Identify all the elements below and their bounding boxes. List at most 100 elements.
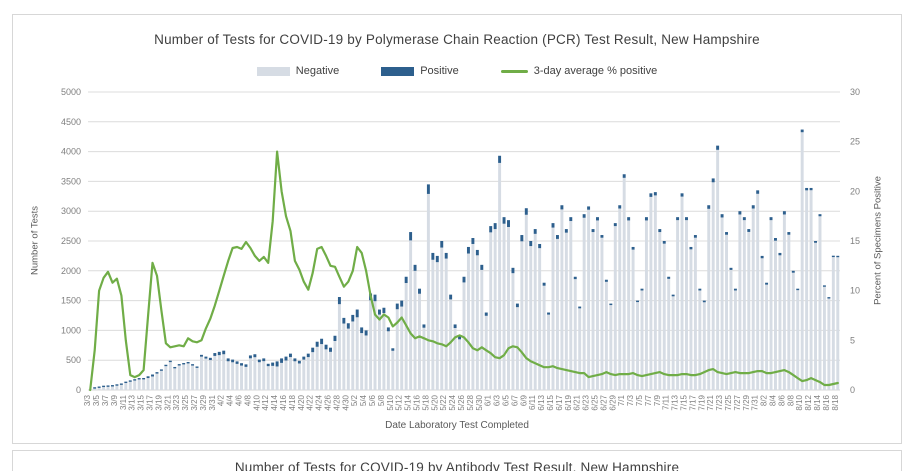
svg-text:3/27: 3/27 <box>190 394 199 410</box>
svg-text:7/17: 7/17 <box>688 394 697 410</box>
svg-text:4/4: 4/4 <box>226 394 235 406</box>
svg-text:7/21: 7/21 <box>706 394 715 410</box>
svg-text:6/17: 6/17 <box>555 394 564 410</box>
svg-text:20: 20 <box>850 186 860 196</box>
bars-positive <box>93 129 840 389</box>
svg-text:5/22: 5/22 <box>439 394 448 410</box>
svg-text:4/28: 4/28 <box>332 394 341 410</box>
svg-text:3/15: 3/15 <box>137 394 146 410</box>
svg-text:3000: 3000 <box>61 206 81 216</box>
svg-text:7/1: 7/1 <box>617 394 626 406</box>
svg-text:5/10: 5/10 <box>386 394 395 410</box>
svg-text:8/10: 8/10 <box>795 394 804 410</box>
svg-text:8/4: 8/4 <box>769 394 778 406</box>
svg-text:8/12: 8/12 <box>804 394 813 410</box>
svg-text:2000: 2000 <box>61 266 81 276</box>
svg-text:7/5: 7/5 <box>635 394 644 406</box>
svg-text:4/18: 4/18 <box>288 394 297 410</box>
svg-text:8/6: 8/6 <box>777 394 786 406</box>
svg-text:7/25: 7/25 <box>724 394 733 410</box>
svg-text:5: 5 <box>850 335 855 345</box>
svg-text:4/20: 4/20 <box>297 394 306 410</box>
svg-text:6/15: 6/15 <box>546 394 555 410</box>
svg-text:3/19: 3/19 <box>154 394 163 410</box>
y-left-tick-labels: 0 500 1000 1500 2000 2500 3000 3500 4000 4500 5000 <box>61 87 81 395</box>
svg-text:6/27: 6/27 <box>599 394 608 410</box>
svg-text:7/23: 7/23 <box>715 394 724 410</box>
svg-text:8/14: 8/14 <box>813 394 822 410</box>
svg-text:15: 15 <box>850 236 860 246</box>
svg-text:3/9: 3/9 <box>110 394 119 406</box>
svg-text:1000: 1000 <box>61 325 81 335</box>
legend-label-rate-line: 3-day average % positive <box>533 65 658 77</box>
svg-text:6/7: 6/7 <box>510 394 519 406</box>
svg-text:3500: 3500 <box>61 176 81 186</box>
svg-text:1500: 1500 <box>61 296 81 306</box>
svg-text:8/16: 8/16 <box>822 394 831 410</box>
svg-text:7/31: 7/31 <box>751 394 760 410</box>
negative-swatch <box>256 66 290 76</box>
legend-label-positive: Positive <box>420 65 459 77</box>
svg-text:4/22: 4/22 <box>306 394 315 410</box>
svg-text:3/11: 3/11 <box>119 394 128 410</box>
svg-text:6/23: 6/23 <box>582 394 591 410</box>
y-right-tick-labels: 0 5 10 15 20 25 30 <box>850 87 860 395</box>
svg-text:0: 0 <box>850 385 855 395</box>
svg-text:4/16: 4/16 <box>279 394 288 410</box>
svg-text:3/3: 3/3 <box>83 394 92 406</box>
svg-text:6/29: 6/29 <box>608 394 617 410</box>
svg-text:5/18: 5/18 <box>421 394 430 410</box>
legend-item-rate-line: 3-day average % positive <box>500 65 658 77</box>
svg-text:5/16: 5/16 <box>413 394 422 410</box>
svg-text:4/10: 4/10 <box>252 394 261 410</box>
svg-text:5/26: 5/26 <box>457 394 466 410</box>
svg-text:3/31: 3/31 <box>208 394 217 410</box>
x-tick-labels: 3/3 3/5 3/7 3/9 3/11 3/13 3/15 3/17 3/19 3/21 3/23… <box>83 394 840 410</box>
antibody-chart-panel: Number of Tests for COVID-19 by Antibody… <box>12 450 902 471</box>
svg-text:7/19: 7/19 <box>697 394 706 410</box>
pcr-chart-legend: Negative Positive 3-day average % positi… <box>13 65 901 77</box>
svg-text:30: 30 <box>850 87 860 97</box>
svg-text:4000: 4000 <box>61 147 81 157</box>
svg-text:5/12: 5/12 <box>395 394 404 410</box>
svg-text:5/20: 5/20 <box>430 394 439 410</box>
svg-text:6/9: 6/9 <box>519 394 528 406</box>
svg-text:7/11: 7/11 <box>662 394 671 410</box>
svg-text:5/4: 5/4 <box>359 394 368 406</box>
svg-text:3/29: 3/29 <box>199 394 208 410</box>
svg-text:4/6: 4/6 <box>235 394 244 406</box>
svg-text:6/5: 6/5 <box>502 394 511 406</box>
svg-text:7/15: 7/15 <box>680 394 689 410</box>
svg-text:2500: 2500 <box>61 236 81 246</box>
pcr-chart-panel: Number of Tests for COVID-19 by Polymera… <box>12 14 902 444</box>
svg-text:5/14: 5/14 <box>404 394 413 410</box>
svg-text:3/21: 3/21 <box>163 394 172 410</box>
svg-text:10: 10 <box>850 286 860 296</box>
svg-text:6/19: 6/19 <box>564 394 573 410</box>
positive-rate-line <box>89 150 839 392</box>
bars-negative <box>88 132 840 390</box>
svg-text:7/7: 7/7 <box>644 394 653 406</box>
svg-text:3/17: 3/17 <box>146 394 155 410</box>
svg-text:3/23: 3/23 <box>172 394 181 410</box>
svg-text:25: 25 <box>850 137 860 147</box>
svg-text:4/30: 4/30 <box>341 394 350 410</box>
svg-text:0: 0 <box>76 385 81 395</box>
positive-swatch <box>381 66 415 76</box>
pcr-combo-chart: 0 500 1000 1500 2000 2500 3000 3500 4000 4500 5000… <box>61 87 860 411</box>
svg-text:3/25: 3/25 <box>181 394 190 410</box>
svg-text:3/5: 3/5 <box>92 394 101 406</box>
pcr-chart-title: Number of Tests for COVID-19 by Polymera… <box>154 32 760 47</box>
svg-text:6/25: 6/25 <box>591 394 600 410</box>
svg-text:4/14: 4/14 <box>270 394 279 410</box>
svg-text:5/8: 5/8 <box>377 394 386 406</box>
legend-label-negative: Negative <box>295 65 340 77</box>
rate-line-swatch <box>500 69 528 73</box>
svg-text:4/12: 4/12 <box>261 394 270 410</box>
svg-text:8/2: 8/2 <box>760 394 769 406</box>
svg-text:500: 500 <box>66 355 81 365</box>
svg-text:5/28: 5/28 <box>466 394 475 410</box>
svg-text:7/13: 7/13 <box>671 394 680 410</box>
svg-text:4/8: 4/8 <box>243 394 252 406</box>
